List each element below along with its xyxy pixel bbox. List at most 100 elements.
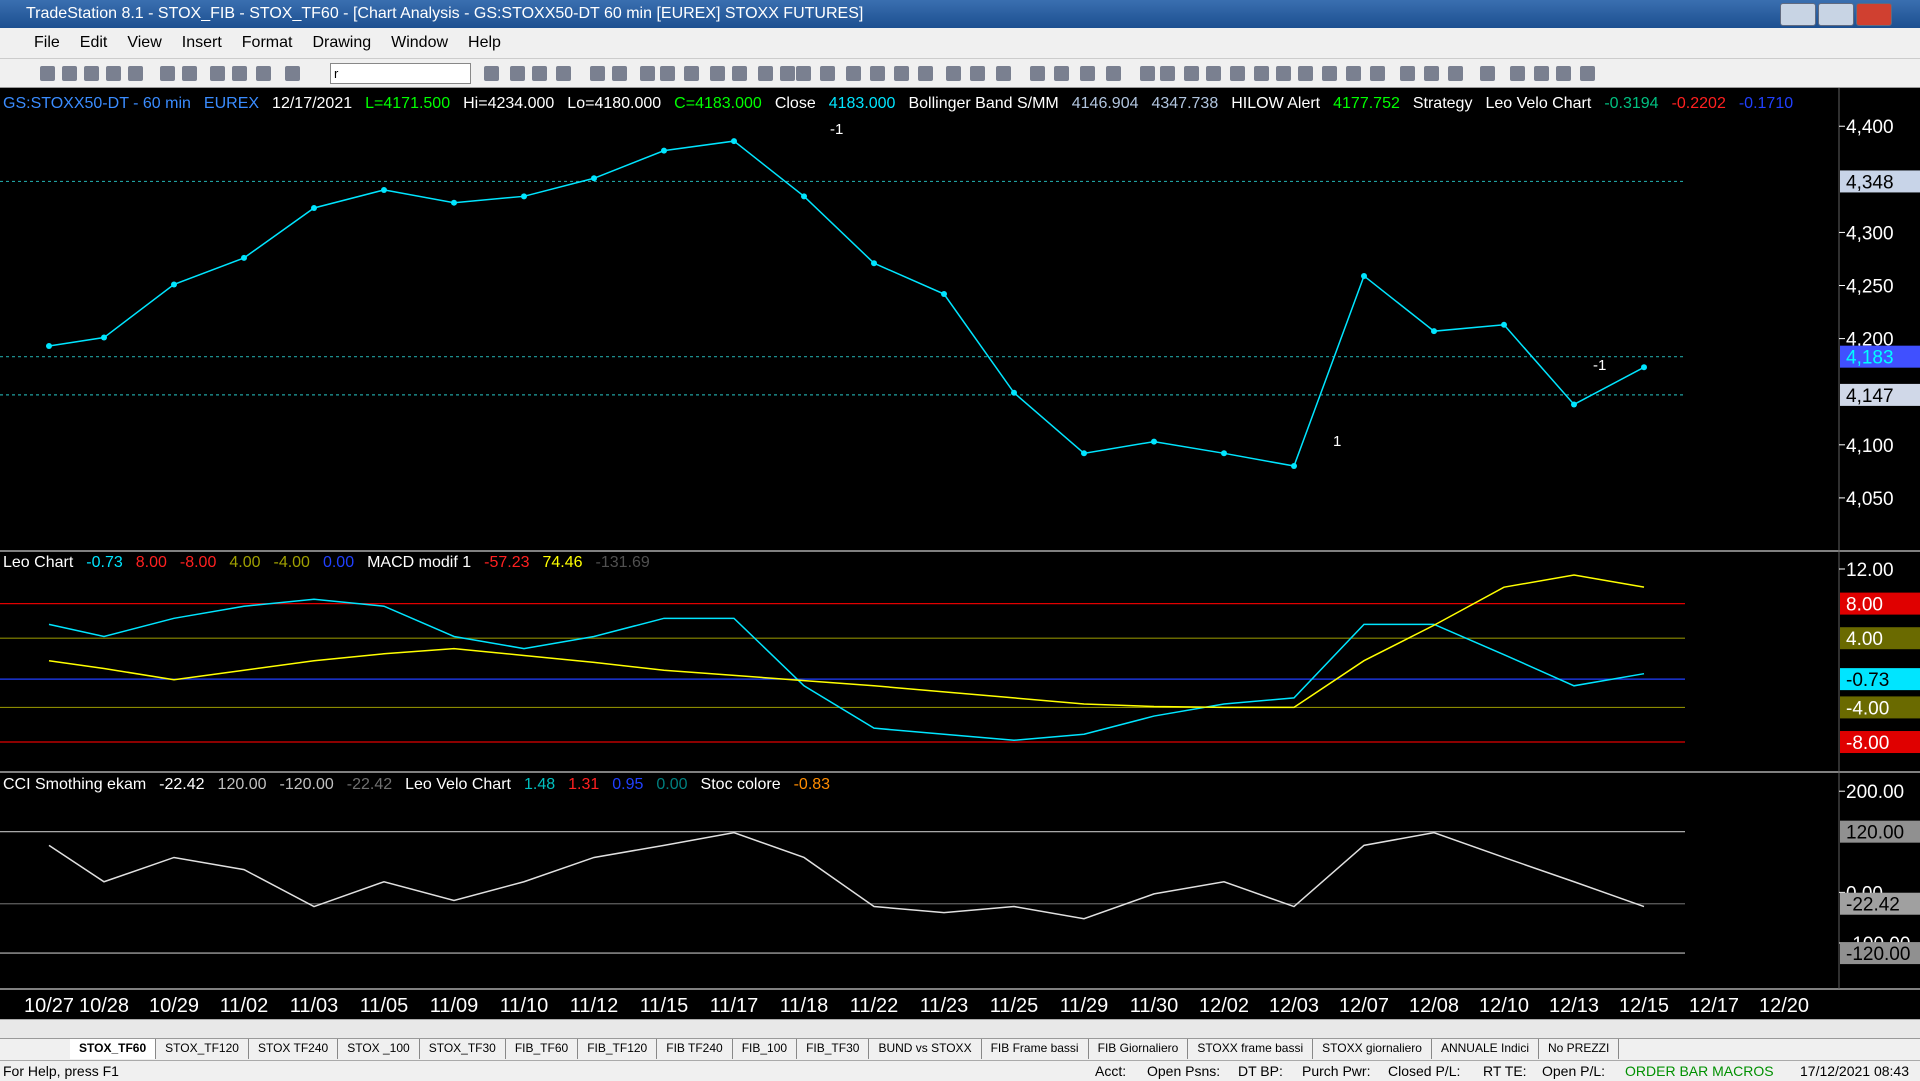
tab[interactable]: STOXX frame bassi <box>1188 1039 1314 1059</box>
toolbar-icon[interactable] <box>780 66 795 81</box>
toolbar-icon[interactable] <box>1424 66 1439 81</box>
menu-item[interactable]: View <box>127 34 162 51</box>
toolbar-icon[interactable] <box>846 66 861 81</box>
toolbar-icon[interactable] <box>710 66 725 81</box>
menu-item[interactable]: Insert <box>181 34 222 51</box>
toolbar-icon[interactable] <box>894 66 909 81</box>
toolbar-icon[interactable] <box>62 66 77 81</box>
y-tick-label: 4,200 <box>1846 330 1894 351</box>
toolbar-icon[interactable] <box>918 66 933 81</box>
toolbar-icon[interactable] <box>1184 66 1199 81</box>
panel-header: Leo Chart -0.73 8.00 -8.00 4.00 -4.00 0.00 MACD… <box>3 554 650 572</box>
toolbar-icon[interactable] <box>1580 66 1595 81</box>
toolbar-icon[interactable] <box>84 66 99 81</box>
tab[interactable]: FIB_TF60 <box>506 1039 579 1059</box>
workspace-tabs: STOX_TF60 STOX_TF120 STOX TF240 STOX _100 ST… <box>0 1038 1920 1059</box>
price-dot <box>311 204 317 211</box>
menu-item[interactable]: Window <box>391 34 449 51</box>
tab[interactable]: STOX TF240 <box>249 1039 339 1059</box>
toolbar-icon[interactable] <box>1400 66 1415 81</box>
toolbar-icon[interactable] <box>532 66 547 81</box>
marker-box <box>1840 820 1920 843</box>
toolbar-icon[interactable] <box>1140 66 1155 81</box>
date-label: 12/03 <box>1269 995 1319 1017</box>
toolbar-icon[interactable] <box>732 66 747 81</box>
menu-item[interactable]: Help <box>468 34 501 51</box>
toolbar-icon[interactable] <box>1534 66 1549 81</box>
price-dot <box>1571 401 1577 408</box>
toolbar-icon[interactable] <box>660 66 675 81</box>
menu-item[interactable]: Edit <box>79 34 108 51</box>
toolbar-icon[interactable] <box>182 66 197 81</box>
macros[interactable]: ORDER BAR MACROS <box>1625 1063 1774 1079</box>
tab[interactable]: STOX _100 <box>338 1039 420 1059</box>
symbol-box[interactable]: r <box>330 63 471 84</box>
toolbar-icon[interactable] <box>1206 66 1221 81</box>
tab[interactable]: ANNUALE Indici <box>1432 1039 1539 1059</box>
toolbar-icon[interactable] <box>106 66 121 81</box>
menu-item[interactable]: Drawing <box>312 34 372 51</box>
toolbar-icon[interactable] <box>612 66 627 81</box>
toolbar-icon[interactable] <box>996 66 1011 81</box>
toolbar-icon[interactable] <box>640 66 655 81</box>
toolbar-icon[interactable] <box>210 66 225 81</box>
toolbar-icon[interactable] <box>510 66 525 81</box>
tab[interactable]: STOXX giornaliero <box>1313 1039 1432 1059</box>
tab[interactable]: FIB_TF120 <box>578 1039 658 1059</box>
toolbar-icon[interactable] <box>1448 66 1463 81</box>
status-field: RT TE: <box>1483 1063 1527 1079</box>
scrollbar[interactable] <box>0 1019 1920 1038</box>
toolbar-icon[interactable] <box>1080 66 1095 81</box>
toolbar-icon[interactable] <box>1480 66 1495 81</box>
tab[interactable]: FIB Giornaliero <box>1089 1039 1189 1059</box>
tab[interactable]: FIB Frame bassi <box>982 1039 1089 1059</box>
toolbar-icon[interactable] <box>1510 66 1525 81</box>
toolbar-icon[interactable] <box>1346 66 1361 81</box>
tab[interactable]: STOX_TF60 <box>70 1039 157 1059</box>
tab[interactable]: FIB_100 <box>733 1039 798 1059</box>
marker-label: -8.00 <box>1846 733 1889 754</box>
toolbar-icon[interactable] <box>232 66 247 81</box>
status-field: Purch Pwr: <box>1302 1063 1371 1079</box>
toolbar-icon[interactable] <box>1298 66 1313 81</box>
toolbar-icon[interactable] <box>1322 66 1337 81</box>
toolbar-icon[interactable] <box>590 66 605 81</box>
toolbar-icon[interactable] <box>1160 66 1175 81</box>
toolbar-icon[interactable] <box>1254 66 1269 81</box>
tab[interactable]: No PREZZI <box>1539 1039 1620 1059</box>
toolbar-icon[interactable] <box>684 66 699 81</box>
tab[interactable]: FIB TF240 <box>657 1039 733 1059</box>
toolbar-icon[interactable] <box>758 66 773 81</box>
toolbar-icon[interactable] <box>1106 66 1121 81</box>
date-label: 11/22 <box>850 995 899 1017</box>
header-item: MACD modif 1 <box>367 554 472 571</box>
minimize-button[interactable] <box>1780 3 1816 26</box>
menu-item[interactable]: File <box>34 34 60 51</box>
toolbar-icon[interactable] <box>1556 66 1571 81</box>
toolbar-icon[interactable] <box>128 66 143 81</box>
toolbar-icon[interactable] <box>160 66 175 81</box>
tab[interactable]: STOX_TF30 <box>420 1039 506 1059</box>
toolbar-icon[interactable] <box>946 66 961 81</box>
toolbar-icon[interactable] <box>556 66 571 81</box>
toolbar-icon[interactable] <box>1030 66 1045 81</box>
toolbar-icon[interactable] <box>820 66 835 81</box>
tab[interactable]: BUND vs STOXX <box>869 1039 982 1059</box>
toolbar-icon[interactable] <box>970 66 985 81</box>
maximize-button[interactable] <box>1818 3 1854 26</box>
menu-item[interactable]: Format <box>241 34 293 51</box>
toolbar-icon[interactable] <box>40 66 55 81</box>
toolbar-icon[interactable] <box>796 66 811 81</box>
tab[interactable]: STOX_TF120 <box>156 1039 249 1059</box>
toolbar-icon[interactable] <box>1054 66 1069 81</box>
tab[interactable]: FIB_TF30 <box>797 1039 870 1059</box>
toolbar-icon[interactable] <box>1370 66 1385 81</box>
toolbar-icon[interactable] <box>1276 66 1291 81</box>
toolbar: r <box>0 58 1920 88</box>
toolbar-icon[interactable] <box>256 66 271 81</box>
toolbar-icon[interactable] <box>870 66 885 81</box>
close-button[interactable] <box>1856 3 1892 26</box>
toolbar-icon[interactable] <box>484 66 499 81</box>
toolbar-icon[interactable] <box>1230 66 1245 81</box>
toolbar-icon[interactable] <box>285 66 300 81</box>
